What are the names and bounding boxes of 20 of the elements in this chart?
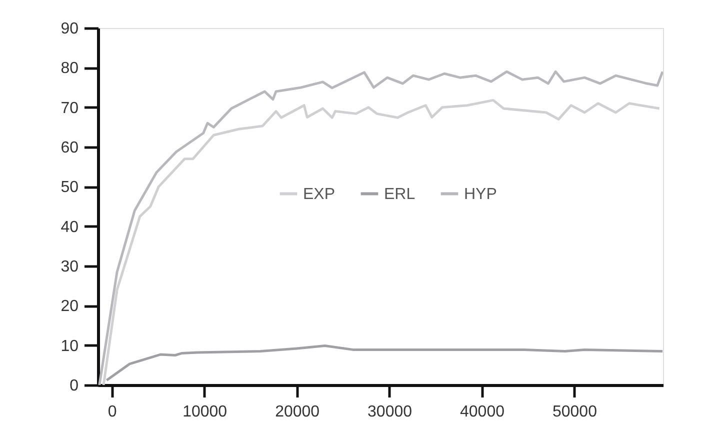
legend-label: ERL [384,186,416,203]
legend-label: HYP [464,186,497,203]
x-tick-label: 50000 [552,404,598,420]
y-tick-label: 40 [60,218,79,236]
y-tick-label: 80 [60,60,79,78]
y-tick-label: 30 [60,258,79,276]
y-tick-label: 60 [60,140,79,156]
y-tick-label: 50 [60,179,79,196]
y-tick-label: 0 [70,378,79,394]
x-tick-label: 20000 [275,404,320,420]
x-tick-label: 40000 [460,404,505,420]
line-series [105,344,663,382]
x-tick-label: 30000 [368,404,412,420]
y-tick-label: 20 [60,298,79,316]
y-tick-label: 70 [60,100,79,117]
x-tick-label: 0 [108,404,117,420]
y-tick-label: 90 [60,20,79,38]
legend-label: EXP [303,186,336,203]
x-tick-label: 10000 [182,404,228,420]
y-tick-label: 10 [60,338,79,355]
